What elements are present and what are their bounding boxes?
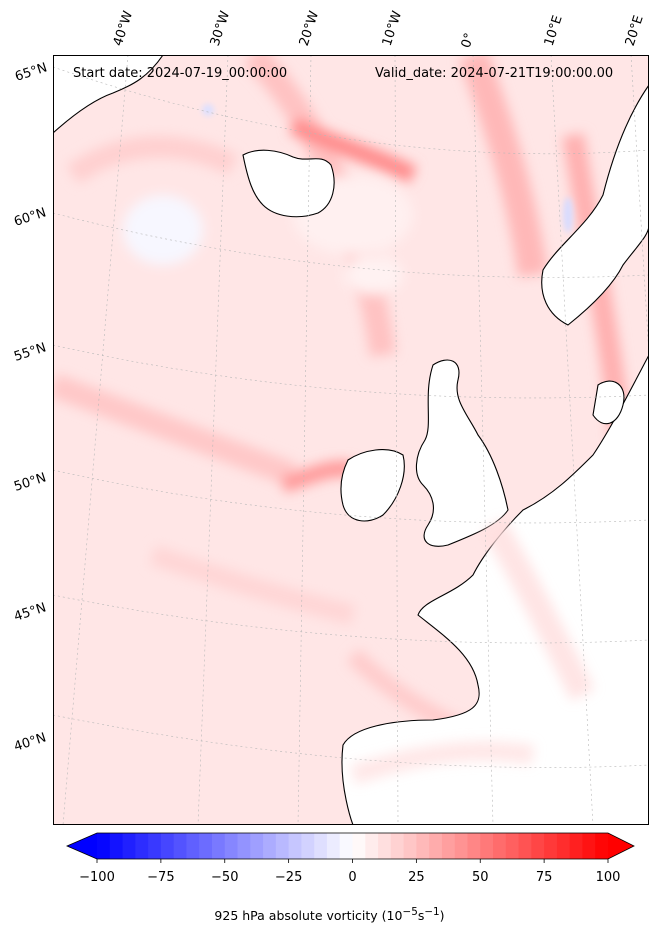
colorbar-cells xyxy=(67,833,634,859)
iceland xyxy=(242,149,335,218)
greenland xyxy=(53,55,164,134)
start-date-label: Start date: 2024-07-19_00:00:00 xyxy=(73,66,288,81)
colorbar-cell xyxy=(403,833,417,859)
colorbar-cell xyxy=(211,833,226,859)
colorbar-label-end: ) xyxy=(439,908,445,924)
parallel-50n xyxy=(53,469,649,524)
valid-date-label: Valid_date: 2024-07-21T19:00:00.00 xyxy=(375,66,614,81)
colorbar-cell xyxy=(275,833,290,859)
colorbar-cell xyxy=(556,833,571,859)
colorbar-cell xyxy=(160,833,175,859)
colorbar-cell xyxy=(416,833,430,859)
meridian-40w xyxy=(62,55,129,825)
parallel-45n xyxy=(53,594,649,644)
colorbar-cell xyxy=(339,833,353,859)
colorbar-cell xyxy=(301,833,315,859)
colorbar-cell xyxy=(173,833,187,859)
low-vorticity-patch xyxy=(123,195,203,265)
colorbar-label-mid: s xyxy=(417,908,425,924)
ireland xyxy=(340,449,405,522)
map-frame xyxy=(53,55,649,825)
colorbar-ticks xyxy=(96,859,609,863)
meridian-10e xyxy=(550,55,594,825)
colorbar-cell xyxy=(237,833,251,859)
colorbar-cell xyxy=(582,833,596,859)
colorbar-cell xyxy=(441,833,456,859)
colorbar-cell xyxy=(544,833,558,859)
meridian-0 xyxy=(472,55,494,825)
colorbar-cell xyxy=(148,833,162,859)
meridian-20e xyxy=(630,55,649,356)
denmark xyxy=(592,380,625,425)
colorbar-cell xyxy=(518,833,532,859)
colorbar-label-text: 925 hPa absolute vorticity (10 xyxy=(214,908,403,924)
colorbar-cell xyxy=(378,833,392,859)
colorbar-cell xyxy=(390,833,405,859)
colorbar-cell xyxy=(505,833,520,859)
map-panel xyxy=(53,55,649,825)
colorbar-extend-min xyxy=(67,833,97,859)
meridian-20w xyxy=(297,55,312,825)
colorbar-cell xyxy=(263,833,277,859)
colorbar-cell xyxy=(531,833,545,859)
meridian-10w xyxy=(394,55,399,825)
colorbar-cell xyxy=(186,833,200,859)
meridian-30w xyxy=(197,55,229,825)
colorbar-cell xyxy=(365,833,379,859)
graticule xyxy=(53,55,649,825)
colorbar-cell xyxy=(352,833,366,859)
colorbar-label: 925 hPa absolute vorticity (10−5s−1) xyxy=(0,906,659,923)
colorbar-cell xyxy=(109,833,124,859)
colorbar-cell xyxy=(288,833,302,859)
colorbar-tick-label: 50 xyxy=(471,870,489,885)
colorbar-tick-label: −50 xyxy=(211,870,239,885)
colorbar-cell xyxy=(199,833,213,859)
parallel-40n xyxy=(53,714,649,768)
colorbar-cell xyxy=(467,833,481,859)
coastlines xyxy=(53,55,649,825)
colorbar-cell xyxy=(595,833,609,859)
colorbar-extend-max xyxy=(608,833,634,859)
colorbar-tick-label: 75 xyxy=(535,870,553,885)
colorbar-cell xyxy=(493,833,507,859)
scandinavia xyxy=(541,84,649,326)
colorbar-cell xyxy=(250,833,264,859)
parallel-60n xyxy=(53,212,649,278)
colorbar-cell xyxy=(429,833,443,859)
colorbar-cell xyxy=(454,833,468,859)
colorbar-cell xyxy=(569,833,583,859)
colorbar-tick-label: −100 xyxy=(79,870,115,885)
great-britain xyxy=(415,359,509,547)
colorbar-cell xyxy=(135,833,149,859)
colorbar-cell xyxy=(314,833,328,859)
colorbar-label-exp2: −1 xyxy=(424,906,440,918)
continental-europe xyxy=(341,354,649,825)
colorbar-tick-label: 25 xyxy=(408,870,425,885)
colorbar-cell xyxy=(97,833,111,859)
colorbar-tick-label: 0 xyxy=(348,870,357,885)
colorbar-tick-label: 100 xyxy=(595,870,621,885)
colorbar-label-exp1: −5 xyxy=(402,906,418,918)
colorbar-tick-label: −75 xyxy=(147,870,175,885)
parallel-55n xyxy=(53,344,649,399)
vorticity-map xyxy=(53,55,649,825)
colorbar-cell xyxy=(122,833,136,859)
colorbar-cell xyxy=(480,833,494,859)
colorbar-cell xyxy=(224,833,239,859)
colorbar-tick-label: −25 xyxy=(274,870,303,885)
colorbar-cell xyxy=(326,833,341,859)
